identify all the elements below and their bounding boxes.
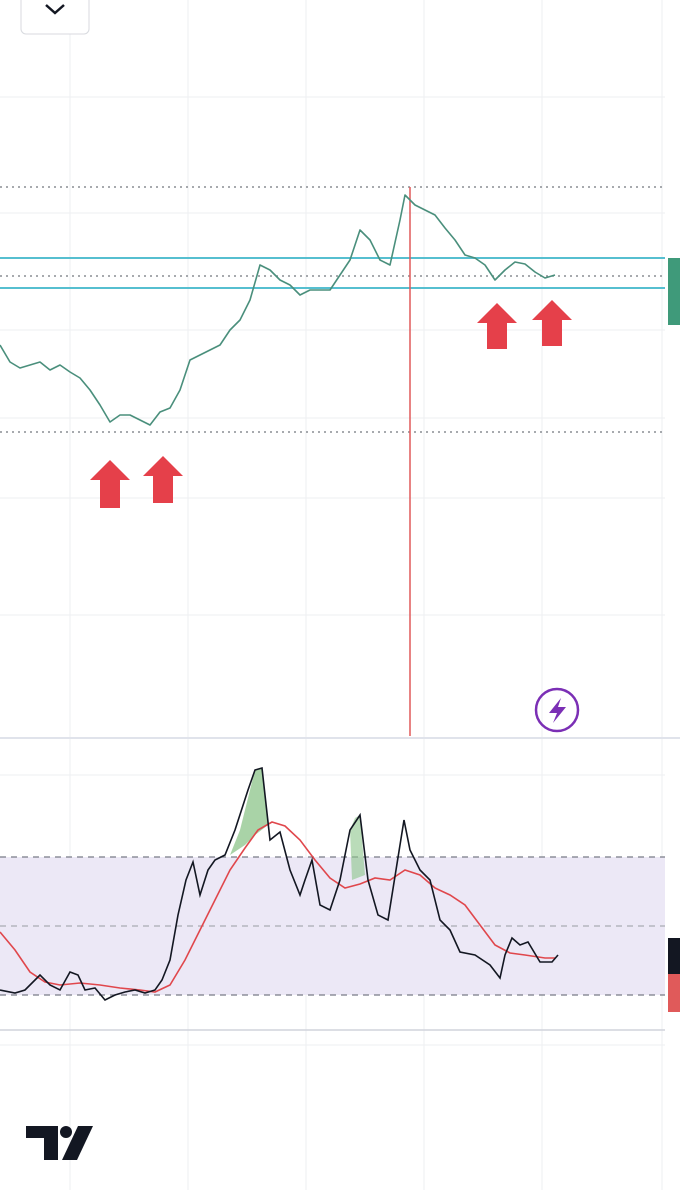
band-lines bbox=[0, 856, 665, 996]
up-arrow bbox=[477, 303, 517, 349]
tradingview-logo bbox=[26, 1126, 93, 1160]
up-arrow bbox=[143, 456, 183, 503]
dropdown-button[interactable] bbox=[20, 0, 90, 35]
lightning-icon bbox=[549, 698, 566, 723]
lightning-button[interactable] bbox=[534, 687, 580, 733]
price-line bbox=[0, 194, 556, 426]
chevron-icon bbox=[45, 4, 65, 15]
up-arrow bbox=[90, 460, 130, 508]
arrows bbox=[90, 300, 572, 508]
overbought-fill bbox=[230, 768, 268, 855]
price-tag bbox=[668, 258, 680, 325]
logo-part bbox=[60, 1126, 72, 1138]
logo-part bbox=[26, 1126, 58, 1160]
oscillator-line bbox=[0, 766, 559, 1001]
value-tag bbox=[668, 974, 680, 1012]
signal-line bbox=[0, 821, 555, 993]
up-arrow bbox=[532, 300, 572, 346]
logo-part bbox=[62, 1126, 93, 1160]
value-tag bbox=[668, 938, 680, 974]
